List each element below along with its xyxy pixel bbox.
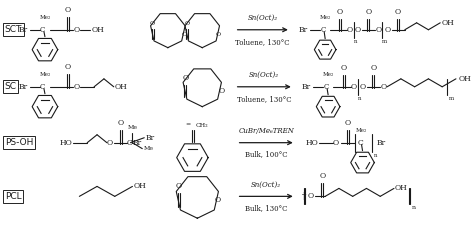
Text: Toluene, 130°C: Toluene, 130°C: [236, 38, 290, 46]
Text: O: O: [182, 74, 188, 82]
Text: O: O: [64, 63, 71, 71]
Text: O: O: [365, 8, 372, 16]
Text: PS-OH: PS-OH: [5, 138, 33, 147]
Text: O: O: [347, 26, 353, 34]
Text: O: O: [384, 26, 390, 34]
Text: Br: Br: [299, 26, 308, 34]
Text: O: O: [216, 32, 221, 37]
Text: O: O: [333, 139, 339, 147]
Text: O: O: [107, 139, 113, 147]
Text: O: O: [308, 192, 314, 200]
Text: C: C: [40, 83, 46, 91]
Text: HO: HO: [306, 139, 318, 147]
Text: O: O: [380, 83, 386, 91]
Text: O: O: [182, 32, 187, 37]
Text: SC: SC: [5, 82, 17, 91]
Text: Sn(Oct)₂: Sn(Oct)₂: [248, 14, 278, 22]
Text: Toluene, 130°C: Toluene, 130°C: [237, 95, 292, 103]
Text: O: O: [64, 6, 71, 14]
Text: Me: Me: [128, 125, 137, 130]
Text: O: O: [341, 64, 347, 72]
Text: Me₂: Me₂: [356, 128, 367, 133]
Text: O: O: [319, 172, 325, 180]
Text: HO: HO: [60, 139, 73, 147]
Text: Me₂: Me₂: [322, 72, 334, 77]
Text: C: C: [320, 26, 326, 34]
Text: =: =: [185, 123, 191, 128]
Text: O: O: [337, 8, 343, 16]
Text: O: O: [184, 21, 190, 26]
Text: OH: OH: [441, 19, 454, 27]
Text: C: C: [40, 26, 46, 34]
Text: Me₂: Me₂: [319, 15, 331, 20]
Text: Br: Br: [132, 139, 142, 147]
Text: OH: OH: [115, 83, 128, 91]
Text: O: O: [150, 21, 155, 26]
Text: PCL: PCL: [5, 192, 21, 201]
Text: n: n: [354, 39, 357, 44]
Text: O: O: [345, 119, 351, 127]
Text: Bulk, 130°C: Bulk, 130°C: [245, 204, 287, 212]
Text: Me₂: Me₂: [39, 15, 51, 20]
Text: OH: OH: [134, 182, 146, 190]
Text: O: O: [73, 83, 80, 91]
Text: OH: OH: [91, 26, 104, 34]
Text: O: O: [118, 119, 124, 127]
Text: C: C: [323, 83, 328, 91]
Text: n: n: [357, 96, 361, 101]
Text: Br: Br: [18, 26, 27, 34]
Text: †: †: [301, 192, 306, 201]
Text: Bulk, 100°C: Bulk, 100°C: [245, 151, 287, 159]
Text: n: n: [412, 205, 416, 210]
Text: O: O: [375, 26, 382, 34]
Text: Br: Br: [18, 83, 27, 91]
Text: O: O: [73, 26, 80, 34]
Text: Br: Br: [376, 139, 385, 147]
Text: OH: OH: [395, 184, 408, 192]
Text: OH: OH: [459, 75, 472, 83]
Text: O: O: [175, 182, 182, 190]
Text: O: O: [355, 26, 361, 34]
Text: Sn(Oct)₂: Sn(Oct)₂: [251, 180, 281, 188]
Text: CuBr/Me₆TREN: CuBr/Me₆TREN: [238, 127, 294, 135]
Text: C: C: [357, 139, 364, 147]
Text: O: O: [351, 83, 357, 91]
Text: m: m: [449, 96, 454, 101]
Text: SCT: SCT: [5, 25, 22, 34]
Text: Me: Me: [143, 146, 153, 151]
Text: O: O: [218, 87, 224, 95]
Text: Br: Br: [145, 134, 155, 142]
Text: n: n: [374, 153, 378, 158]
Text: CH₂: CH₂: [195, 123, 208, 128]
Text: Me₂: Me₂: [39, 72, 51, 77]
Text: Sn(Oct)₂: Sn(Oct)₂: [249, 71, 279, 79]
Text: m: m: [382, 39, 387, 44]
Text: O: O: [360, 83, 366, 91]
Text: O: O: [370, 64, 376, 72]
Text: O: O: [395, 8, 401, 16]
Text: Br: Br: [301, 83, 310, 91]
Text: O: O: [215, 196, 221, 204]
Text: C: C: [127, 139, 132, 147]
